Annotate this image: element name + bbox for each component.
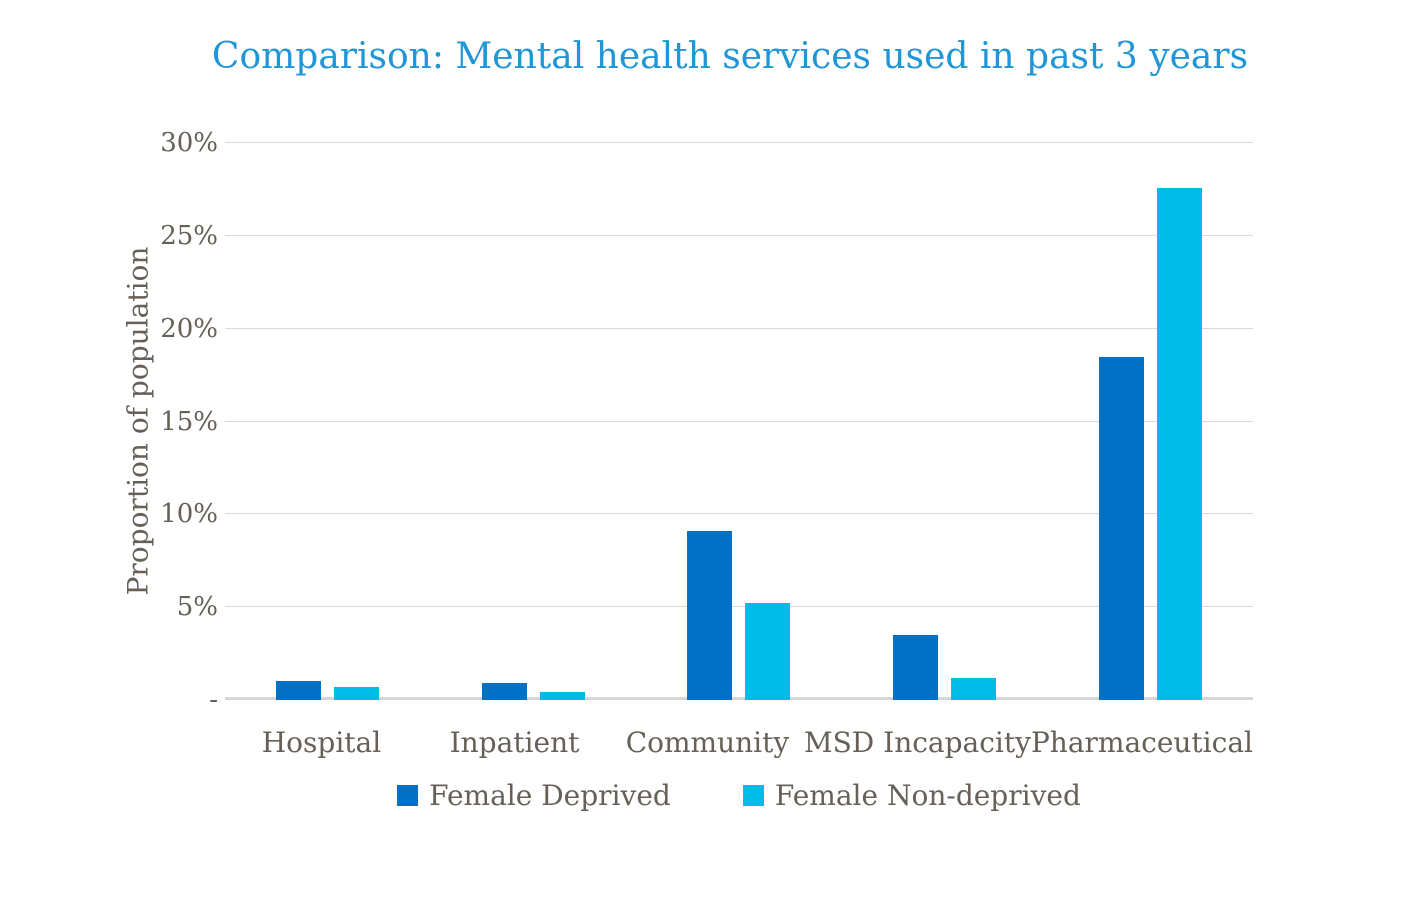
gridline-10 bbox=[225, 513, 1253, 515]
x-axis-label-hospital: Hospital bbox=[261, 726, 382, 759]
bar-female-deprived-community bbox=[687, 531, 733, 700]
legend-swatch-female-deprived bbox=[397, 785, 419, 806]
y-tick-label-0: - bbox=[209, 685, 218, 715]
bar-female-non-deprived-hospital bbox=[334, 687, 380, 700]
gridline-5 bbox=[225, 606, 1253, 608]
y-axis-ticks: 30% 25% 20% 15% 10% 5% - bbox=[0, 128, 218, 715]
y-tick-label-30: 30% bbox=[160, 128, 218, 158]
bar-female-deprived-hospital bbox=[276, 681, 322, 700]
bar-group-community bbox=[636, 143, 842, 700]
legend-swatch-female-non-deprived bbox=[742, 785, 764, 806]
bar-group-inpatient bbox=[431, 143, 637, 700]
legend-item-female-deprived: Female Deprived bbox=[397, 779, 671, 812]
bar-group-pharmaceutical bbox=[1047, 143, 1253, 700]
x-axis-label-pharmaceutical: Pharmaceutical bbox=[1030, 726, 1253, 759]
bar-female-non-deprived-msd-incapacity bbox=[951, 677, 997, 700]
bar-groups bbox=[225, 143, 1253, 700]
legend-item-female-non-deprived: Female Non-deprived bbox=[742, 779, 1081, 812]
bar-female-non-deprived-community bbox=[745, 603, 791, 700]
gridline-30 bbox=[225, 142, 1253, 143]
x-axis-label-community: Community bbox=[625, 726, 790, 759]
x-axis-line bbox=[225, 697, 1253, 700]
x-axis-label-inpatient: Inpatient bbox=[449, 726, 580, 759]
legend-label: Female Non-deprived bbox=[774, 779, 1081, 812]
chart-title: Comparison: Mental health services used … bbox=[211, 36, 1249, 77]
bar-female-deprived-msd-incapacity bbox=[893, 635, 939, 700]
y-tick-label-20: 20% bbox=[160, 313, 218, 344]
gridline-20 bbox=[225, 327, 1253, 329]
gridline-15 bbox=[225, 420, 1253, 422]
y-tick-label-5: 5% bbox=[176, 592, 218, 623]
bar-female-non-deprived-inpatient bbox=[539, 691, 585, 700]
gridline-25 bbox=[225, 234, 1253, 236]
x-axis-label-msd-incapacity: MSD Incapacity bbox=[803, 726, 1031, 759]
bar-female-deprived-inpatient bbox=[481, 683, 527, 700]
y-tick-label-15: 15% bbox=[160, 406, 218, 437]
plot-area bbox=[225, 142, 1253, 700]
y-tick-label-25: 25% bbox=[160, 220, 218, 251]
legend-label: Female Deprived bbox=[429, 779, 671, 812]
bar-female-deprived-pharmaceutical bbox=[1098, 356, 1144, 700]
legend: Female Deprived Female Non-deprived bbox=[225, 779, 1253, 812]
bar-group-msd-incapacity bbox=[842, 143, 1048, 700]
bar-female-non-deprived-pharmaceutical bbox=[1156, 187, 1202, 700]
bar-group-hospital bbox=[225, 143, 431, 700]
y-tick-label-10: 10% bbox=[160, 499, 218, 530]
x-axis-labels: Hospital Inpatient Community MSD Incapacity… bbox=[225, 726, 1253, 759]
